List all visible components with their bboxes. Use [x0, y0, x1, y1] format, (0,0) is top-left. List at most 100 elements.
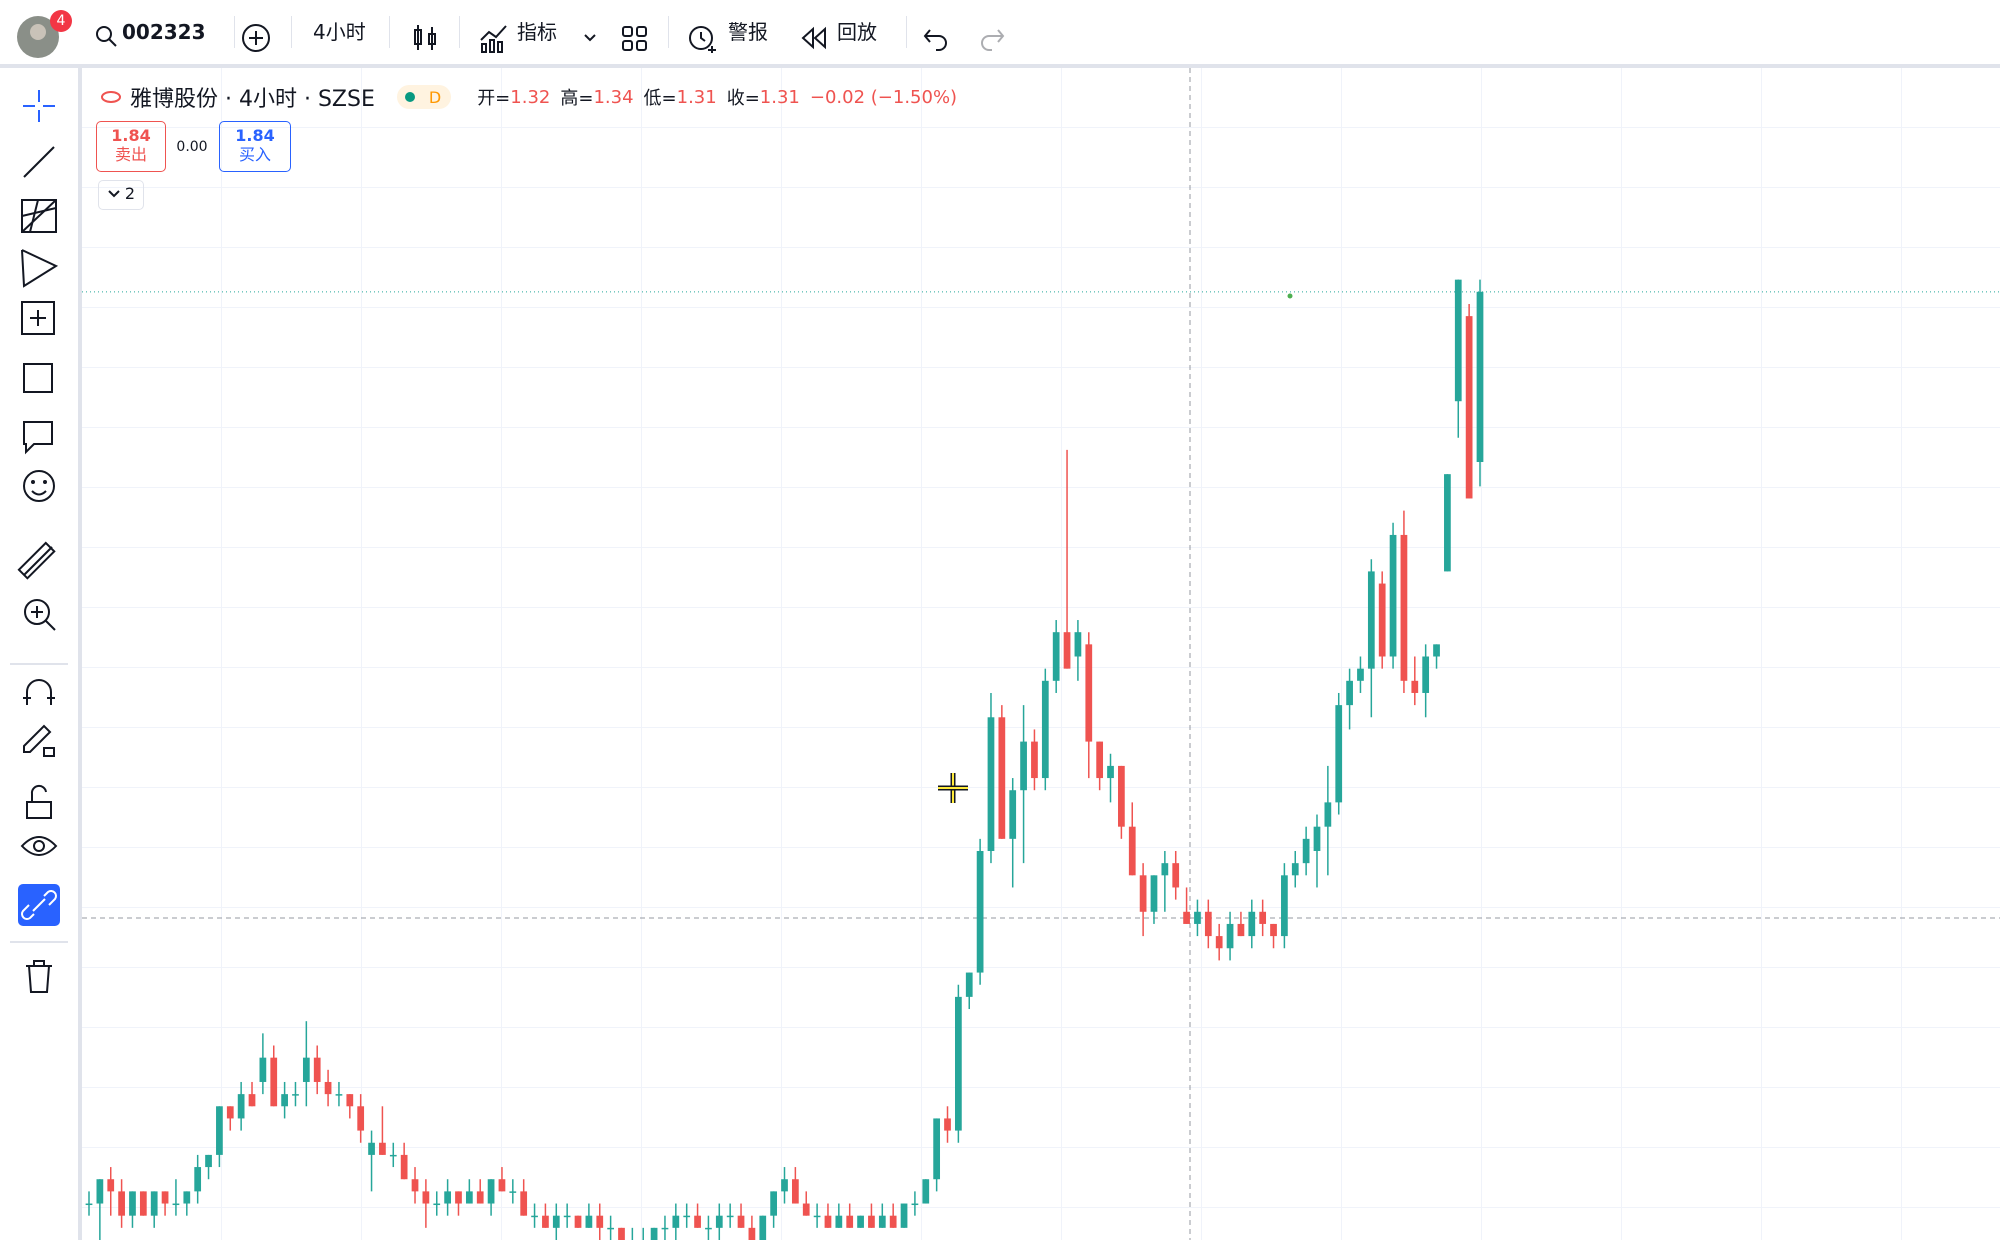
sell-price: 1.84	[111, 126, 151, 145]
dropdown[interactable]	[582, 32, 598, 44]
separator	[668, 16, 669, 48]
candle-body	[1096, 741, 1104, 779]
candle-body	[422, 1191, 430, 1204]
candle-body	[1400, 534, 1408, 681]
candle-body	[444, 1191, 451, 1204]
search-icon[interactable]	[94, 24, 120, 50]
candle-body	[1204, 911, 1212, 937]
candle-body	[1107, 765, 1114, 779]
candle-body	[791, 1179, 799, 1204]
candle-body	[226, 1106, 234, 1119]
candle-body	[1367, 571, 1375, 669]
cursor	[938, 773, 968, 803]
candle-body	[715, 1215, 723, 1228]
symbol-title[interactable]: 雅博股份 · 4小时 · SZSE	[130, 87, 375, 112]
separator	[389, 16, 390, 48]
candle-body	[302, 1057, 310, 1082]
candle-body	[237, 1094, 245, 1119]
replay[interactable]: 回放	[837, 20, 877, 44]
candle-body	[281, 1094, 288, 1107]
candle-body	[737, 1215, 745, 1228]
buy-price: 1.84	[235, 126, 275, 145]
high-value: 1.34	[593, 86, 634, 108]
replay-icon[interactable]	[800, 26, 830, 52]
candle-body	[1150, 875, 1158, 912]
candle-body	[759, 1215, 767, 1240]
status-dot	[404, 92, 415, 102]
buy-button[interactable]: 1.84 买入	[219, 121, 291, 172]
candle-body	[487, 1179, 495, 1204]
candle-body	[1161, 863, 1169, 876]
change: −0.02 (−1.50%)	[809, 86, 958, 108]
candle-body	[520, 1191, 528, 1216]
candle-body	[346, 1094, 354, 1107]
candle-body	[542, 1215, 549, 1228]
candle-body	[998, 717, 1006, 839]
separator	[459, 16, 460, 48]
sell-button[interactable]: 1.84 卖出	[96, 121, 166, 172]
candle-body	[1183, 911, 1190, 924]
candle-body	[150, 1191, 158, 1216]
notification-badge: 4	[50, 10, 72, 32]
compare-button[interactable]	[240, 22, 272, 54]
alert-icon[interactable]	[686, 20, 720, 54]
indicators-icon[interactable]	[478, 22, 510, 54]
candle-body	[672, 1215, 680, 1228]
candle-body	[1433, 644, 1440, 657]
candle-body	[194, 1167, 202, 1192]
candle-body	[1128, 826, 1136, 876]
candlestick-chart	[82, 68, 2000, 1240]
close-label: 收=	[726, 88, 760, 109]
candle-body	[498, 1179, 506, 1192]
candle-body	[248, 1094, 256, 1107]
candle-body	[585, 1215, 593, 1228]
candle-body	[868, 1215, 875, 1228]
candle-body	[748, 1227, 756, 1240]
redo[interactable]	[978, 26, 1008, 52]
candle-body	[1009, 790, 1017, 839]
candle-body	[1281, 875, 1288, 937]
symbol[interactable]: 002323	[122, 20, 206, 44]
collapse-indicators[interactable]: 2	[98, 180, 144, 210]
candle-body	[259, 1057, 267, 1082]
tool-icons	[10, 90, 68, 993]
interval[interactable]: 4小时	[313, 20, 366, 44]
undo[interactable]	[922, 26, 952, 52]
candle-body	[802, 1203, 810, 1216]
candle-body	[389, 1154, 397, 1157]
candle-body	[1357, 668, 1364, 681]
candle-body	[1237, 923, 1245, 937]
candle-body	[324, 1081, 332, 1095]
candle-body	[1215, 936, 1223, 949]
candle-body	[96, 1179, 104, 1204]
candle-body	[813, 1215, 821, 1218]
alerts[interactable]: 警报	[728, 20, 768, 44]
chart-type[interactable]	[410, 22, 440, 54]
candle-body	[1041, 680, 1049, 779]
market-status[interactable]: D	[396, 85, 452, 109]
candle-body	[172, 1203, 180, 1206]
candle-body	[368, 1142, 375, 1155]
separator	[906, 16, 907, 48]
candle-body	[1085, 644, 1093, 742]
logo	[101, 91, 121, 103]
spread: 0.00	[176, 139, 208, 155]
legend: 雅博股份 · 4小时 · SZSE D 开= 1.32 高= 1.34 低= 1.31…	[100, 84, 958, 112]
avatar[interactable]	[14, 13, 62, 61]
candle-body	[1346, 680, 1353, 706]
candle-body	[878, 1215, 886, 1228]
candle-body	[726, 1215, 734, 1218]
candle-body	[1291, 863, 1299, 876]
candle-body	[1444, 474, 1451, 572]
candle-body	[824, 1215, 832, 1228]
candle-body	[531, 1215, 538, 1218]
candle-body	[118, 1191, 125, 1216]
candle-body	[1313, 826, 1321, 851]
layout-icon[interactable]	[620, 24, 650, 54]
candle-body	[1270, 923, 1277, 937]
indicators[interactable]: 指标	[517, 20, 557, 44]
candle-body	[183, 1191, 191, 1204]
top-toolbar: 4 002323 4小时 指标 警报 回放	[0, 0, 2000, 68]
chart-area[interactable]	[82, 68, 2000, 1240]
collapsed-count: 2	[124, 184, 136, 203]
